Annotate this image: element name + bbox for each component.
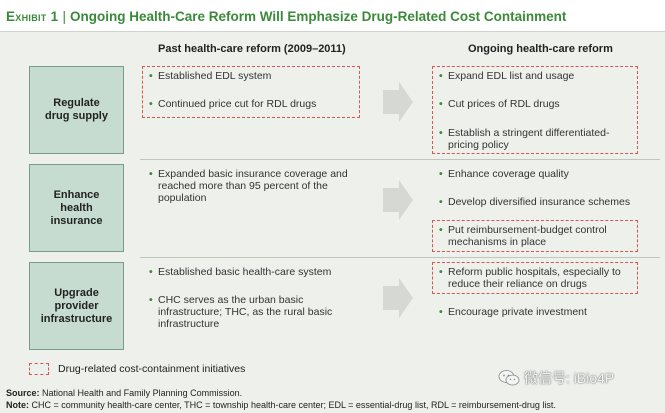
row-label-enhance-health-insurance: Enhance health insurance bbox=[29, 164, 124, 252]
ongoing-item: Expand EDL list and usage bbox=[439, 70, 574, 82]
note-label: Note: bbox=[6, 400, 29, 410]
column-header-past: Past health-care reform (2009–2011) bbox=[158, 43, 346, 55]
source-label: Source: bbox=[6, 388, 40, 398]
past-item: Expanded basic insurance coverage and re… bbox=[149, 168, 348, 204]
legend-swatch bbox=[29, 363, 49, 375]
past-item: Established basic health-care system bbox=[149, 266, 331, 278]
cost-containment-highlight bbox=[432, 262, 638, 294]
exhibit-title: Exhibit 1 | Ongoing Health-Care Reform Wil… bbox=[6, 9, 566, 24]
wechat-icon bbox=[498, 370, 520, 386]
watermark-text: 微信号: iBio4P bbox=[524, 370, 615, 386]
abbreviation-note: Note: CHC = community health-care center… bbox=[6, 400, 556, 410]
exhibit-number: Exhibit 1 bbox=[6, 9, 59, 24]
past-item: Continued price cut for RDL drugs bbox=[149, 98, 316, 110]
ongoing-item: Develop diversified insurance schemes bbox=[439, 196, 630, 208]
row-divider bbox=[140, 257, 660, 258]
row-divider bbox=[140, 159, 660, 160]
title-bar: Exhibit 1 | Ongoing Health-Care Reform Wil… bbox=[0, 0, 665, 32]
past-item: CHC serves as the urban basic infrastruc… bbox=[149, 294, 332, 330]
ongoing-item: Cut prices of RDL drugs bbox=[439, 98, 560, 110]
past-item: Established EDL system bbox=[149, 70, 271, 82]
ongoing-item: Put reimbursement-budget control mechani… bbox=[439, 224, 607, 248]
legend-label: Drug-related cost-containment initiative… bbox=[58, 363, 246, 375]
ongoing-item: Enhance coverage quality bbox=[439, 168, 569, 180]
cost-containment-highlight bbox=[432, 66, 638, 154]
row-label-regulate-drug-supply: Regulate drug supply bbox=[29, 66, 124, 154]
column-header-ongoing: Ongoing health-care reform bbox=[468, 43, 613, 55]
ongoing-item: Encourage private investment bbox=[439, 306, 587, 318]
ongoing-item: Reform public hospitals, especially to r… bbox=[439, 266, 621, 290]
title-text: Ongoing Health-Care Reform Will Emphasiz… bbox=[69, 9, 567, 24]
cost-containment-highlight bbox=[142, 66, 360, 118]
cost-containment-highlight bbox=[432, 220, 638, 252]
watermark: 微信号: iBio4P bbox=[498, 368, 614, 388]
source-note: Source: National Health and Family Plann… bbox=[6, 388, 242, 398]
row-label-upgrade-provider-infrastructure: Upgrade provider infrastructure bbox=[29, 262, 124, 350]
title-separator: | bbox=[62, 9, 66, 24]
arrow-right-icon bbox=[383, 180, 413, 220]
ongoing-item: Establish a stringent differentiated- pr… bbox=[439, 127, 610, 151]
source-text: National Health and Family Planning Comm… bbox=[42, 388, 243, 398]
arrow-right-icon bbox=[383, 82, 413, 122]
arrow-right-icon bbox=[383, 278, 413, 318]
note-text: CHC = community health-care center, THC … bbox=[31, 400, 556, 410]
